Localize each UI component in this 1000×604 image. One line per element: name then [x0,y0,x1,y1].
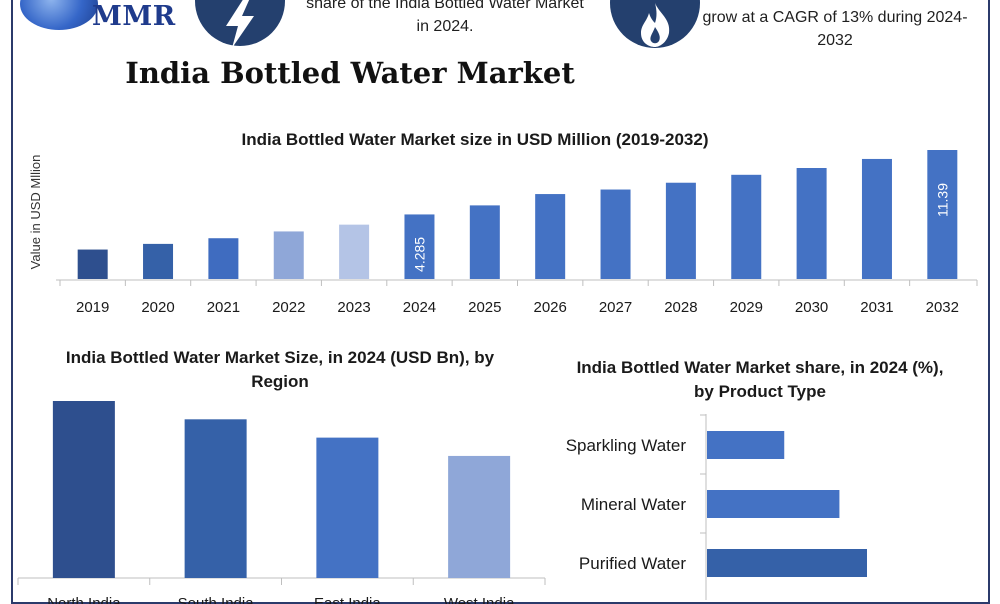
y-axis-label: Value in USD Mllion [28,155,43,270]
x-tick-label-2022: 2022 [272,299,305,316]
data-label-2024: 4.285 [411,237,427,272]
x-tick-label-2023: 2023 [337,299,370,316]
bar-2030 [796,168,827,279]
bar-south-india [184,419,247,578]
x-tick-label-2024: 2024 [403,299,436,316]
x-tick-label-2027: 2027 [599,299,632,316]
bar-2020 [143,243,174,279]
bar-2019 [77,249,108,279]
x-tick-label-2031: 2031 [860,299,893,316]
x-tick-label-2025: 2025 [468,299,501,316]
cagr-note: grow at a CAGR of 13% during 2024-2032 [702,9,968,49]
bar-2032 [927,150,958,279]
market-share-note: share of the India Bottled Water Market … [306,0,584,35]
y-tick-label-mineral-water: Mineral Water [581,495,687,514]
bar-sparkling-water [707,431,785,459]
bar-2021 [208,238,239,279]
bar-east-india [316,437,379,578]
bar-2027 [600,189,631,279]
bar-2022 [273,231,304,279]
bar-mineral-water [707,490,840,518]
data-label-2032: 11.39 [934,183,950,217]
bar-2031 [861,158,892,279]
chart2-title: India Bottled Water Market Size, in 2024… [65,348,495,391]
bar-2026 [535,194,566,279]
bar-north-india [52,401,115,578]
bar-purified-water [707,549,867,577]
brand-logo: MMR [20,0,195,32]
x-tick-label-2030: 2030 [795,299,828,316]
bar-2028 [665,182,696,279]
chart3-title: India Bottled Water Market share, in 202… [576,358,944,401]
x-tick-label-2021: 2021 [207,299,240,316]
y-tick-label-sparkling-water: Sparkling Water [566,436,687,455]
x-tick-label-2026: 2026 [533,299,566,316]
bar-2023 [339,224,370,279]
x-tick-label-2028: 2028 [664,299,697,316]
y-tick-label-purified-water: Purified Water [579,554,686,573]
main-title: India Bottled Water Market [125,56,575,90]
logo-text: MMR [92,1,176,32]
x-tick-label-2032: 2032 [926,299,959,316]
bar-west-india [448,455,511,578]
bar-2029 [731,174,762,279]
bar-2025 [469,205,500,279]
chart1-title: India Bottled Water Market size in USD M… [241,130,709,149]
x-tick-label-2019: 2019 [76,299,109,316]
x-tick-label-2020: 2020 [141,299,174,316]
bar-2024 [404,214,435,279]
x-tick-label-2029: 2029 [730,299,763,316]
